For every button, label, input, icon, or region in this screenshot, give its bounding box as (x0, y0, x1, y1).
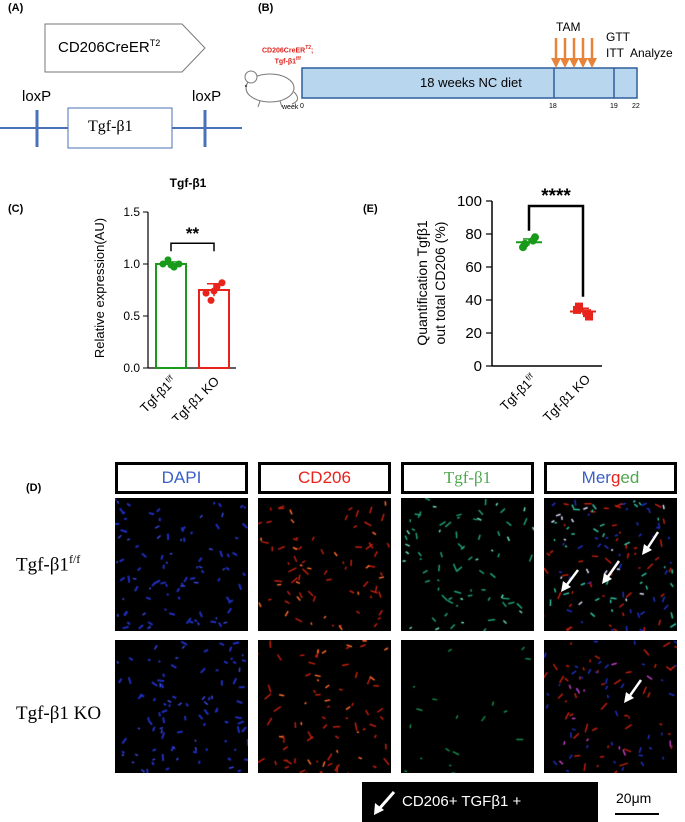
legend-text: CD206+ TGFβ1 + (402, 793, 522, 810)
chart-c-category-label: Tgf-β1 KO (169, 374, 222, 420)
mouse-label-line2: Tgf-β1 (274, 58, 297, 66)
chart-e-point (583, 309, 591, 318)
chart-e-ytick-label: 0 (474, 358, 482, 375)
chart-c-ytick-label: 1.5 (123, 205, 140, 219)
chart-c-point (210, 287, 218, 295)
mouse-label-line1: CD206CreER (262, 47, 306, 55)
merged-part-3: ed (620, 468, 640, 487)
chart-c-category-label: Tgf-β1f/f (137, 373, 180, 416)
micrograph-ko-dapi (115, 640, 248, 773)
header-tgfb1: Tgf-β1 (401, 462, 534, 494)
chart-e-point (521, 239, 529, 248)
micrograph-ko-cd206 (258, 640, 391, 773)
tick-18: 18 (549, 103, 557, 110)
colocalization-arrows (561, 531, 660, 703)
chart-e-ytick-label: 20 (465, 325, 482, 342)
chart-c-sig-label: ** (186, 224, 200, 243)
mouse-label-sup2: f/f (296, 56, 301, 63)
construct-label: CD206CreERT2 (58, 38, 160, 56)
chart-c-point (202, 289, 210, 297)
diet-label: 18 weeks NC diet (420, 75, 522, 90)
itt-label: ITT (606, 46, 624, 60)
header-dapi: DAPI (115, 462, 248, 494)
chart-e-point (575, 302, 583, 311)
construct-diagram (0, 23, 242, 149)
tam-arrows (551, 38, 597, 68)
chart-c-bar (155, 263, 187, 369)
cre-construct-arrow (44, 23, 206, 73)
construct-label-text: CD206CreER (58, 39, 150, 56)
loxp-label-left: loxP (22, 88, 52, 105)
chart-c-title: Tgf-β1 (170, 176, 207, 190)
row-label-ko: Tgf-β1 KO (16, 703, 102, 724)
chart-e-ytick-label: 100 (457, 193, 482, 210)
chart-e-ytick-label: 60 (465, 259, 482, 276)
chart-e-sig-label: **** (541, 186, 571, 207)
week-label: week (282, 104, 299, 111)
merged-part-2: g (610, 468, 621, 487)
chart-c-ylabel: Relative expression(AU) (92, 218, 107, 358)
tick-22: 22 (632, 103, 640, 110)
analyze-label: Analyze (630, 46, 673, 60)
timeline-diagram (244, 38, 638, 108)
gtt-label: GTT (606, 30, 630, 44)
chart-c-point (175, 260, 183, 268)
chart-c-point (164, 256, 172, 264)
tick-0: 0 (300, 103, 304, 110)
row-label-ff-main: Tgf-β1 (16, 554, 69, 576)
chart-e-category-label: Tgf-β1f/f (497, 371, 540, 414)
gene-box (67, 107, 173, 149)
chart-e-ylabel-line2: out total CD206 (%) (432, 222, 448, 345)
scale-bar (615, 813, 659, 815)
chart-c-bar (198, 289, 230, 369)
merged-part-1: Mer (581, 468, 611, 487)
chart-e-point (529, 236, 537, 245)
panel-label-c: (C) (8, 203, 24, 215)
scale-bar-label: 20μm (616, 790, 652, 806)
micrograph-ko-merged (544, 640, 677, 773)
chart-c-ytick-label: 0.5 (123, 309, 140, 323)
row-label-ff-sup: f/f (68, 552, 81, 566)
mouse-icon (244, 70, 298, 108)
chart-c-ytick-label: 1.0 (123, 257, 140, 271)
panel-label-a: (A) (8, 2, 24, 14)
micrograph-ff-dapi (115, 498, 248, 631)
chart-c-ytick-label: 0.0 (123, 361, 140, 375)
legend-arrow-icon (374, 791, 396, 815)
chart-c-sig-bracket (170, 242, 215, 252)
mouse-genotype-label: CD206CreERT2; Tgf-β1f/f (262, 45, 314, 66)
chart-c-point (167, 261, 175, 269)
gene-label: Tgf-β1 (88, 118, 133, 135)
micrograph-ff-merged (544, 498, 677, 631)
construct-label-sup: T2 (149, 38, 161, 48)
arrow-legend: CD206+ TGFβ1 + (362, 782, 598, 822)
micrograph-ko-tgfb1 (401, 640, 534, 773)
chart-e-category-label: Tgf-β1 KO (540, 372, 593, 425)
row-label-ff: Tgf-β1f/f (16, 552, 80, 576)
chart-e-ytick-label: 40 (465, 292, 482, 309)
loxp-label-right: loxP (192, 88, 222, 105)
micrograph-ff-tgfb1 (401, 498, 534, 631)
panel-label-b: (B) (258, 2, 274, 14)
chart-c-point (159, 260, 167, 268)
micrograph-ff-cd206 (258, 498, 391, 631)
chart-e: 0 20 40 60 80 100 Quantification Tgfβ1 out tota… (414, 186, 602, 425)
chart-c: Tgf-β1 0.0 0.5 1.0 1.5 Relative expression(AU… (92, 176, 236, 420)
panel-label-d: (D) (26, 482, 42, 494)
header-merged: Mer g ed (544, 462, 677, 494)
chart-e-ylabel-line1: Quantification Tgfβ1 (414, 220, 430, 346)
tick-19: 19 (610, 103, 618, 110)
tam-label: TAM (556, 20, 581, 34)
chart-c-point (207, 296, 215, 304)
mouse-label-sup1: T2 (305, 45, 312, 51)
chart-e-sig-bracket (527, 204, 585, 297)
chart-e-ytick-label: 80 (465, 226, 482, 243)
header-cd206: CD206 (258, 462, 391, 494)
chart-c-point (218, 279, 226, 287)
panel-label-e: (E) (363, 203, 378, 215)
timeline-bar (301, 67, 638, 99)
